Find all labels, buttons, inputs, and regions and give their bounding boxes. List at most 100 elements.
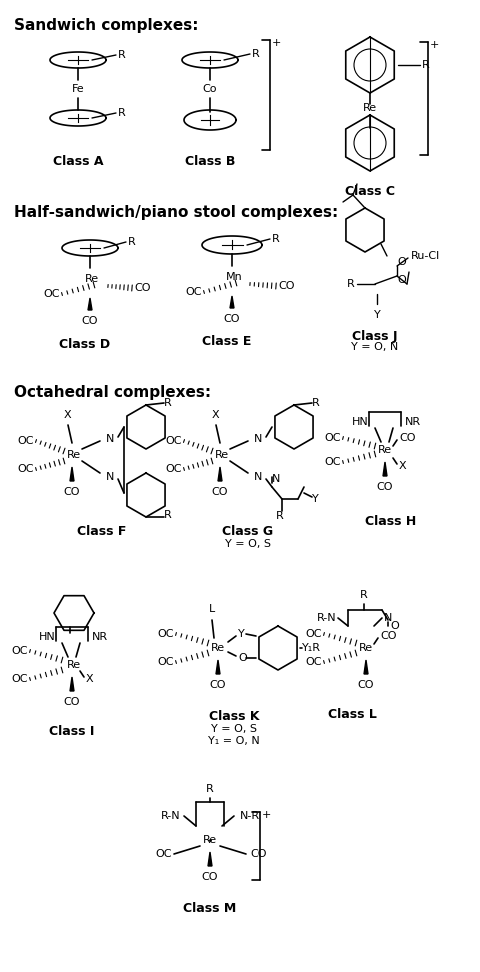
Text: R: R: [118, 50, 126, 60]
Text: Class A: Class A: [53, 155, 103, 168]
Text: O: O: [397, 257, 406, 267]
Text: CO: CO: [377, 482, 393, 492]
Text: X: X: [211, 410, 219, 420]
Text: R: R: [206, 784, 214, 794]
Text: Y = O, N: Y = O, N: [351, 342, 398, 352]
Text: R-N: R-N: [160, 811, 180, 821]
Text: Y = O, S: Y = O, S: [225, 539, 271, 549]
Text: N: N: [106, 472, 114, 482]
Text: CO: CO: [380, 631, 396, 641]
Text: Re: Re: [203, 835, 217, 845]
Polygon shape: [70, 677, 74, 691]
Text: R: R: [252, 49, 260, 59]
Text: +: +: [272, 38, 281, 48]
Text: CO: CO: [134, 283, 151, 293]
Text: R-N: R-N: [316, 613, 336, 623]
Polygon shape: [70, 467, 74, 481]
Text: Y: Y: [373, 310, 380, 320]
Text: Class C: Class C: [345, 185, 395, 198]
Text: R: R: [422, 60, 430, 70]
Text: CO: CO: [250, 849, 266, 859]
Polygon shape: [216, 660, 220, 674]
Text: OC: OC: [17, 436, 34, 446]
Text: CO: CO: [64, 487, 80, 497]
Text: Class H: Class H: [365, 515, 417, 528]
Text: O: O: [390, 621, 399, 631]
Text: CO: CO: [210, 680, 226, 690]
Text: Co: Co: [203, 84, 217, 94]
Text: Y = O, S: Y = O, S: [211, 724, 257, 734]
Text: OC: OC: [17, 464, 34, 474]
Text: OC: OC: [305, 657, 322, 667]
Text: NR: NR: [92, 632, 108, 642]
Polygon shape: [364, 660, 368, 674]
Text: CO: CO: [224, 314, 240, 324]
Text: OC: OC: [12, 646, 28, 656]
Text: Y₁ = O, N: Y₁ = O, N: [208, 736, 260, 746]
Text: +: +: [430, 40, 439, 50]
Text: OC: OC: [157, 657, 174, 667]
Polygon shape: [88, 298, 92, 310]
Text: Re: Re: [359, 643, 373, 653]
Text: Re: Re: [67, 660, 81, 670]
Text: Y: Y: [312, 494, 319, 504]
Text: CO: CO: [399, 433, 416, 443]
Text: Class I: Class I: [49, 725, 95, 738]
Text: X: X: [86, 674, 94, 684]
Polygon shape: [218, 467, 222, 481]
Text: Re: Re: [378, 445, 392, 455]
Text: Class J: Class J: [352, 330, 398, 343]
Text: Class E: Class E: [202, 335, 252, 348]
Text: NR: NR: [405, 417, 421, 427]
Text: N: N: [272, 474, 280, 484]
Text: CO: CO: [64, 697, 80, 707]
Text: Re: Re: [211, 643, 225, 653]
Text: OC: OC: [324, 433, 341, 443]
Text: Class B: Class B: [185, 155, 235, 168]
Text: CO: CO: [358, 680, 374, 690]
Polygon shape: [383, 462, 387, 476]
Text: Class M: Class M: [183, 902, 237, 915]
Text: R: R: [164, 398, 172, 408]
Polygon shape: [208, 852, 212, 866]
Text: Class G: Class G: [222, 525, 274, 538]
Text: OC: OC: [324, 457, 341, 467]
Text: OC: OC: [44, 289, 60, 299]
Text: R: R: [128, 237, 136, 247]
Text: L: L: [209, 604, 215, 614]
Text: R: R: [360, 590, 368, 600]
Text: Sandwich complexes:: Sandwich complexes:: [14, 18, 199, 33]
Text: Half-sandwich/piano stool complexes:: Half-sandwich/piano stool complexes:: [14, 205, 338, 220]
Text: OC: OC: [305, 629, 322, 639]
Text: Class L: Class L: [327, 708, 376, 721]
Text: OC: OC: [157, 629, 174, 639]
Text: CO: CO: [82, 316, 98, 326]
Text: R: R: [312, 398, 320, 408]
Text: Y₁R: Y₁R: [302, 643, 321, 653]
Text: N: N: [106, 434, 114, 444]
Text: OC: OC: [166, 464, 182, 474]
Text: R: R: [118, 108, 126, 118]
Text: Ru-Cl: Ru-Cl: [411, 251, 440, 261]
Text: R: R: [164, 510, 172, 520]
Text: R: R: [272, 234, 280, 244]
Polygon shape: [230, 296, 234, 308]
Text: CO: CO: [278, 281, 295, 291]
Text: Octahedral complexes:: Octahedral complexes:: [14, 385, 211, 400]
Text: Re: Re: [215, 450, 229, 460]
Text: Fe: Fe: [72, 84, 84, 94]
Text: CO: CO: [212, 487, 228, 497]
Text: HN: HN: [39, 632, 56, 642]
Text: X: X: [399, 461, 407, 471]
Text: X: X: [63, 410, 71, 420]
Text: Re: Re: [85, 274, 99, 284]
Text: O: O: [397, 275, 406, 285]
Text: +: +: [262, 810, 271, 820]
Text: N-R: N-R: [240, 811, 260, 821]
Text: OC: OC: [166, 436, 182, 446]
Text: CO: CO: [202, 872, 218, 882]
Text: Y: Y: [238, 629, 245, 639]
Text: Re: Re: [67, 450, 81, 460]
Text: Class K: Class K: [209, 710, 259, 723]
Text: Class F: Class F: [77, 525, 127, 538]
